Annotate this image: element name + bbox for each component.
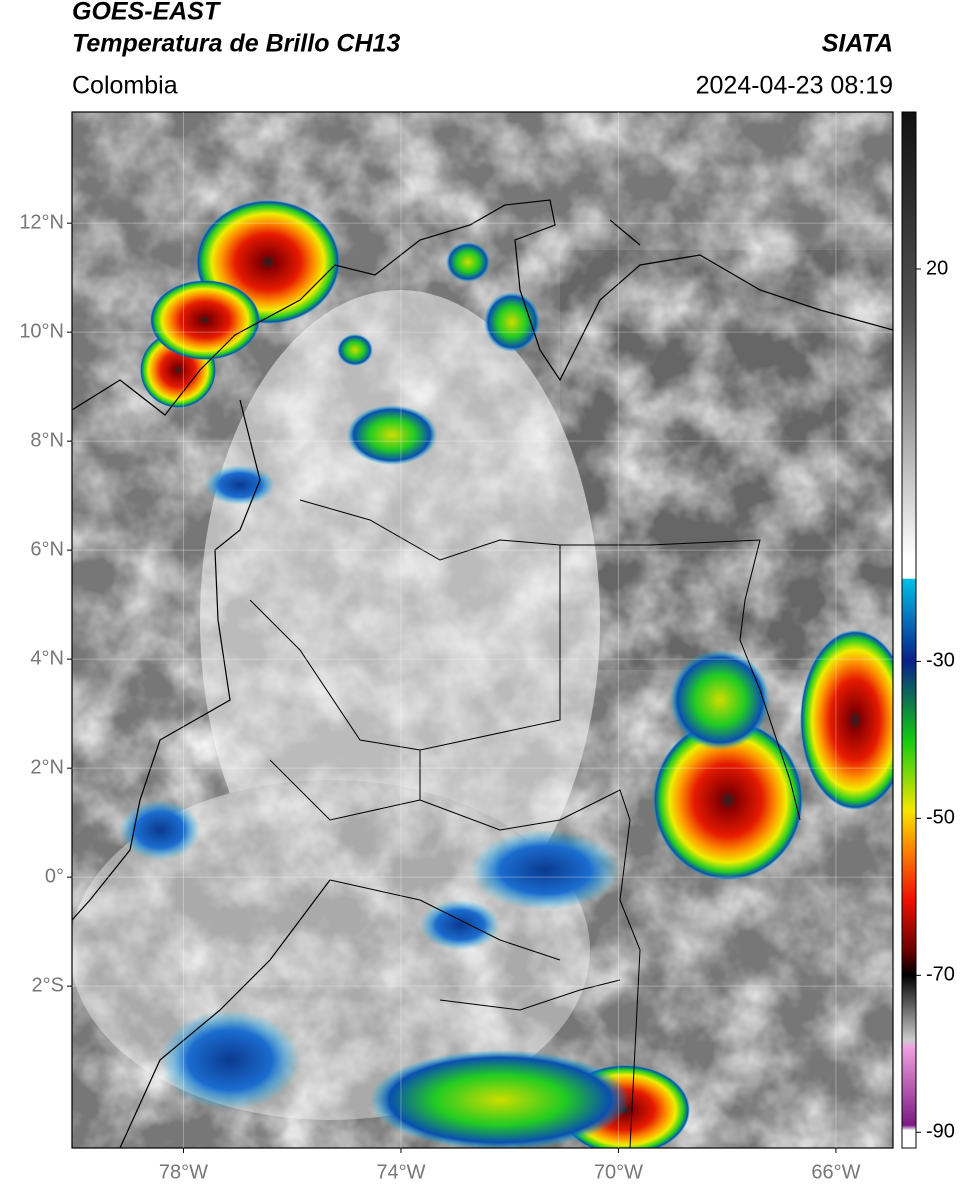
colorbar-tick-label: -70 [926, 964, 955, 986]
lon-tick-label: 78°W [159, 1161, 208, 1183]
lat-tick-label: 4°N [30, 647, 64, 669]
colorbar-tick-label: -30 [926, 650, 955, 672]
lon-tick-label: 74°W [376, 1161, 425, 1183]
lat-tick-label: 12°N [19, 211, 64, 233]
lat-tick-label: 0° [45, 865, 64, 887]
lat-tick-label: 2°S [32, 974, 64, 996]
lat-tick-label: 10°N [19, 320, 64, 342]
satellite-image [72, 112, 893, 1148]
colorbar-tick-label: -90 [926, 1121, 955, 1143]
lat-tick-label: 2°N [30, 756, 64, 778]
timestamp: 2024-04-23 08:19 [696, 72, 893, 100]
colorbar [901, 111, 917, 1149]
source: SIATA [822, 30, 893, 58]
title: GOES-EAST [72, 0, 222, 26]
colorbar-tick-label: -50 [926, 807, 955, 829]
lat-tick-label: 8°N [30, 429, 64, 451]
map-frame [71, 111, 894, 1149]
region: Colombia [72, 72, 178, 100]
lon-tick-label: 66°W [811, 1161, 860, 1183]
subtitle: Temperatura de Brillo CH13 [72, 30, 400, 58]
lon-tick-label: 70°W [594, 1161, 643, 1183]
lat-tick-label: 6°N [30, 538, 64, 560]
colorbar-tick-label: 20 [926, 257, 948, 279]
